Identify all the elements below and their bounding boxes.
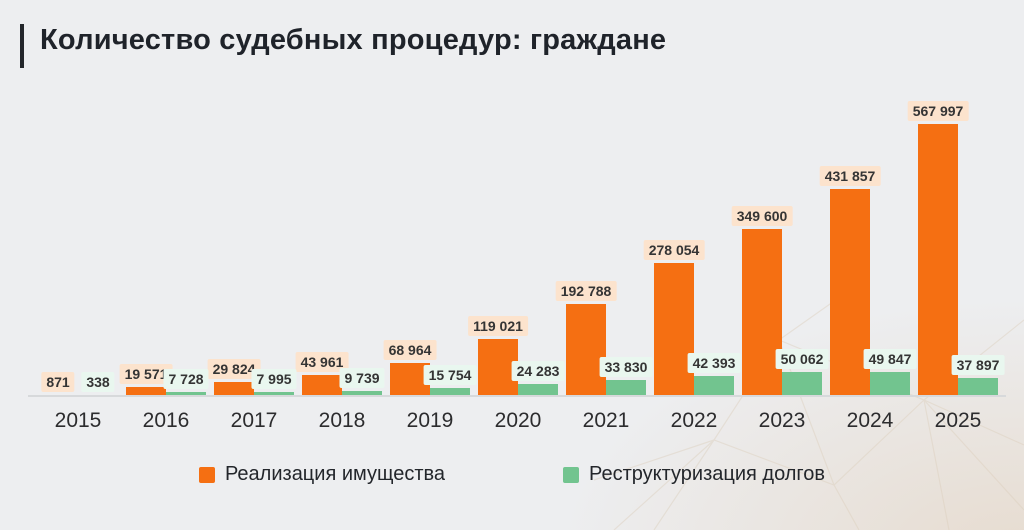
value-label-realizatsiya-imushchestva-2018: 43 961 [295, 352, 349, 372]
value-label-realizatsiya-imushchestva-2021: 192 788 [555, 281, 617, 301]
bar-realizatsiya-imushchestva-2018 [302, 375, 342, 396]
value-label-restrukturizatsiya-dolgov-2015: 338 [81, 372, 115, 392]
bar-realizatsiya-imushchestva-2017 [214, 382, 254, 396]
bar-restrukturizatsiya-dolgov-2020 [518, 384, 558, 396]
value-label-realizatsiya-imushchestva-2019: 68 964 [383, 340, 437, 360]
bar-restrukturizatsiya-dolgov-2024 [870, 372, 910, 396]
value-label-restrukturizatsiya-dolgov-2022: 42 393 [687, 353, 741, 373]
legend-item-realizatsiya-imushchestva: Реализация имущества [198, 463, 446, 486]
x-axis-line [28, 395, 1006, 397]
value-label-realizatsiya-imushchestva-2024: 431 857 [819, 166, 881, 186]
value-label-restrukturizatsiya-dolgov-2019: 15 754 [423, 365, 477, 385]
bar-realizatsiya-imushchestva-2020 [478, 339, 518, 396]
bar-restrukturizatsiya-dolgov-2025 [958, 378, 998, 396]
value-label-realizatsiya-imushchestva-2017: 29 824 [207, 359, 261, 379]
bar-restrukturizatsiya-dolgov-2022 [694, 376, 734, 396]
x-tick-2024: 2024 [846, 409, 894, 432]
bar-realizatsiya-imushchestva-2019 [390, 363, 430, 396]
page-title: Количество судебных процедур: граждане [40, 24, 667, 56]
value-label-restrukturizatsiya-dolgov-2018: 9 739 [339, 368, 385, 388]
bar-restrukturizatsiya-dolgov-2016 [166, 392, 206, 396]
x-tick-2015: 2015 [54, 409, 102, 432]
value-label-restrukturizatsiya-dolgov-2024: 49 847 [863, 349, 917, 369]
value-label-realizatsiya-imushchestva-2022: 278 054 [643, 240, 705, 260]
bar-realizatsiya-imushchestva-2025 [918, 124, 958, 396]
value-label-realizatsiya-imushchestva-2016: 19 571 [119, 364, 173, 384]
x-tick-2016: 2016 [142, 409, 190, 432]
legend-swatch-restrukturizatsiya-dolgov [563, 466, 580, 483]
bar-realizatsiya-imushchestva-2016 [126, 387, 166, 396]
legend-label-restrukturizatsiya-dolgov: Реструктуризация долгов [589, 463, 826, 485]
bar-realizatsiya-imushchestva-2022 [654, 263, 694, 396]
value-label-realizatsiya-imushchestva-2023: 349 600 [731, 206, 793, 226]
bar-restrukturizatsiya-dolgov-2018 [342, 391, 382, 396]
value-label-restrukturizatsiya-dolgov-2020: 24 283 [511, 361, 565, 381]
legend-item-restrukturizatsiya-dolgov: Реструктуризация долгов [563, 463, 825, 486]
bar-realizatsiya-imushchestva-2024 [830, 189, 870, 396]
bar-restrukturizatsiya-dolgov-2021 [606, 380, 646, 396]
x-tick-2022: 2022 [670, 409, 718, 432]
value-label-restrukturizatsiya-dolgov-2025: 37 897 [951, 355, 1005, 375]
value-label-restrukturizatsiya-dolgov-2021: 33 830 [599, 357, 653, 377]
value-label-realizatsiya-imushchestva-2015: 871 [41, 372, 75, 392]
bar-realizatsiya-imushchestva-2021 [566, 304, 606, 396]
bar-restrukturizatsiya-dolgov-2017 [254, 392, 294, 396]
x-tick-2025: 2025 [934, 409, 982, 432]
bar-realizatsiya-imushchestva-2023 [742, 229, 782, 396]
chart-legend: Реализация имущества Реструктуризация дол… [0, 463, 1024, 486]
x-tick-2023: 2023 [758, 409, 806, 432]
value-label-restrukturizatsiya-dolgov-2017: 7 995 [251, 369, 297, 389]
legend-label-realizatsiya-imushchestva: Реализация имущества [224, 463, 446, 485]
value-label-realizatsiya-imushchestva-2025: 567 997 [907, 101, 969, 121]
value-label-restrukturizatsiya-dolgov-2016: 7 728 [163, 369, 209, 389]
bar-restrukturizatsiya-dolgov-2019 [430, 388, 470, 396]
x-tick-2018: 2018 [318, 409, 366, 432]
x-tick-2020: 2020 [494, 409, 542, 432]
x-tick-2017: 2017 [230, 409, 278, 432]
legend-swatch-realizatsiya-imushchestva [198, 466, 215, 483]
x-tick-2021: 2021 [582, 409, 630, 432]
title-accent-bar [20, 24, 24, 68]
bar-restrukturizatsiya-dolgov-2023 [782, 372, 822, 396]
x-tick-2019: 2019 [406, 409, 454, 432]
value-label-restrukturizatsiya-dolgov-2023: 50 062 [775, 349, 829, 369]
value-label-realizatsiya-imushchestva-2020: 119 021 [468, 316, 528, 336]
